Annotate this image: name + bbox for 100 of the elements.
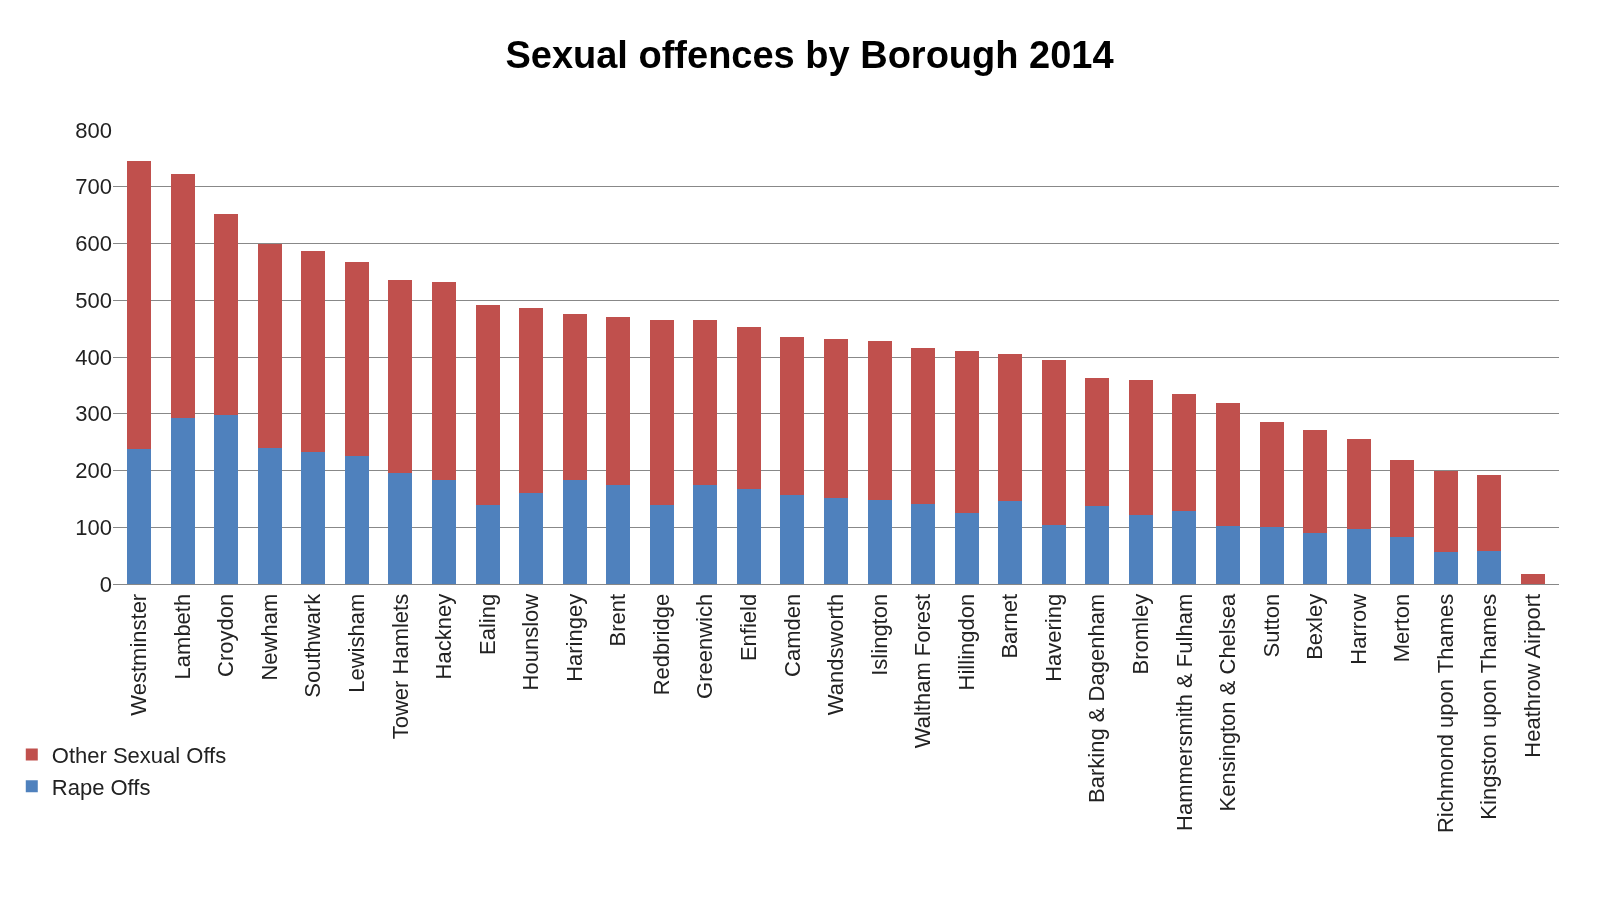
y-tick-label: 800 <box>75 117 112 143</box>
bar <box>1085 378 1110 506</box>
bar <box>344 456 369 584</box>
bar <box>954 513 979 584</box>
x-tick-label: Wandsworth <box>823 593 849 716</box>
bar <box>170 418 195 584</box>
bar <box>1041 360 1066 525</box>
bar <box>127 448 152 584</box>
bar <box>1172 511 1197 584</box>
bar <box>606 484 631 584</box>
bar <box>1346 528 1371 584</box>
bar <box>432 480 456 584</box>
x-tick-label: Hounslow <box>518 593 544 691</box>
x-tick-label: Brent <box>605 593 631 647</box>
bar <box>1216 526 1240 584</box>
bar <box>911 347 936 504</box>
bar <box>649 505 674 584</box>
bar <box>1433 552 1458 584</box>
x-tick-label: Haringey <box>561 593 587 682</box>
chart-title: Sexual offences by Borough 2014 <box>505 33 1114 76</box>
bar <box>432 281 456 481</box>
x-tick-label: Islington <box>866 593 892 676</box>
x-tick-label: Camden <box>779 593 805 677</box>
bar <box>257 243 282 448</box>
bar <box>301 251 326 452</box>
x-tick-label: Lambeth <box>169 593 195 680</box>
y-tick-label: 300 <box>75 401 112 427</box>
x-tick-label: Richmond upon Thames <box>1432 593 1458 834</box>
bar <box>1259 527 1284 584</box>
legend-label: Rape Offs <box>51 774 151 800</box>
x-tick-label: Bexley <box>1302 593 1328 660</box>
bar <box>475 304 500 506</box>
bar <box>1303 429 1328 533</box>
y-tick-label: 0 <box>99 571 112 597</box>
bar <box>1477 475 1502 551</box>
bar <box>214 414 239 584</box>
bar <box>1259 422 1284 528</box>
x-tick-label: Croydon <box>213 593 239 677</box>
x-tick-label: Barking & Dagenham <box>1084 593 1110 803</box>
bar <box>1041 524 1066 584</box>
x-tick-label: Heathrow Airport <box>1520 593 1546 758</box>
bar <box>1303 532 1328 584</box>
bar <box>1520 574 1545 584</box>
bar <box>824 339 848 499</box>
bar <box>1128 379 1153 516</box>
bar <box>1216 402 1240 527</box>
y-tick-label: 500 <box>75 287 112 313</box>
x-tick-label: Merton <box>1389 593 1415 663</box>
bar <box>736 489 761 584</box>
legend-label: Other Sexual Offs <box>51 743 227 769</box>
bar <box>911 503 936 584</box>
x-tick-label: Hammersmith & Fulham <box>1171 593 1197 831</box>
bar <box>867 500 892 584</box>
bar <box>736 327 761 490</box>
bar <box>867 340 892 501</box>
x-tick-label: Hillingdon <box>953 593 979 691</box>
bar <box>1390 459 1415 537</box>
bar <box>693 319 718 485</box>
x-tick-label: Tower Hamlets <box>387 593 413 740</box>
bar <box>1346 438 1371 529</box>
bar <box>649 319 674 506</box>
bar <box>1390 536 1415 584</box>
x-tick-label: Newham <box>256 593 282 681</box>
bar <box>780 495 805 584</box>
bar <box>344 261 369 457</box>
y-tick-label: 700 <box>75 174 112 200</box>
x-tick-label: Greenwich <box>692 593 718 699</box>
bar <box>998 353 1023 502</box>
y-tick-label: 400 <box>75 344 112 370</box>
x-tick-label: Hackney <box>431 593 457 680</box>
bar <box>562 313 587 481</box>
bar <box>388 472 413 584</box>
x-tick-label: Waltham Forest <box>910 593 936 749</box>
bar <box>388 279 413 473</box>
bar <box>1085 505 1110 584</box>
y-tick-label: 200 <box>75 458 112 484</box>
bar <box>780 336 805 496</box>
bar <box>475 505 500 584</box>
x-tick-label: Bromley <box>1128 593 1154 675</box>
x-tick-label: Lewisham <box>344 593 370 693</box>
bar <box>1172 393 1197 512</box>
bar <box>301 451 326 584</box>
bar <box>824 498 848 584</box>
bar <box>519 493 544 584</box>
x-tick-label: Westminster <box>126 593 152 716</box>
bar <box>1477 550 1502 584</box>
bar <box>214 213 239 415</box>
x-tick-label: Barnet <box>997 593 1023 659</box>
bar <box>998 501 1023 584</box>
bar <box>562 480 587 584</box>
y-tick-label: 600 <box>75 231 112 257</box>
bar <box>170 174 195 419</box>
x-tick-label: Kensington & Chelsea <box>1215 593 1241 812</box>
bar <box>519 307 544 494</box>
bar <box>257 447 282 584</box>
x-tick-label: Southwark <box>300 592 326 698</box>
bar <box>127 161 152 449</box>
x-tick-label: Kingston upon Thames <box>1476 593 1502 820</box>
bar <box>693 484 718 584</box>
x-tick-label: Havering <box>1040 593 1066 682</box>
